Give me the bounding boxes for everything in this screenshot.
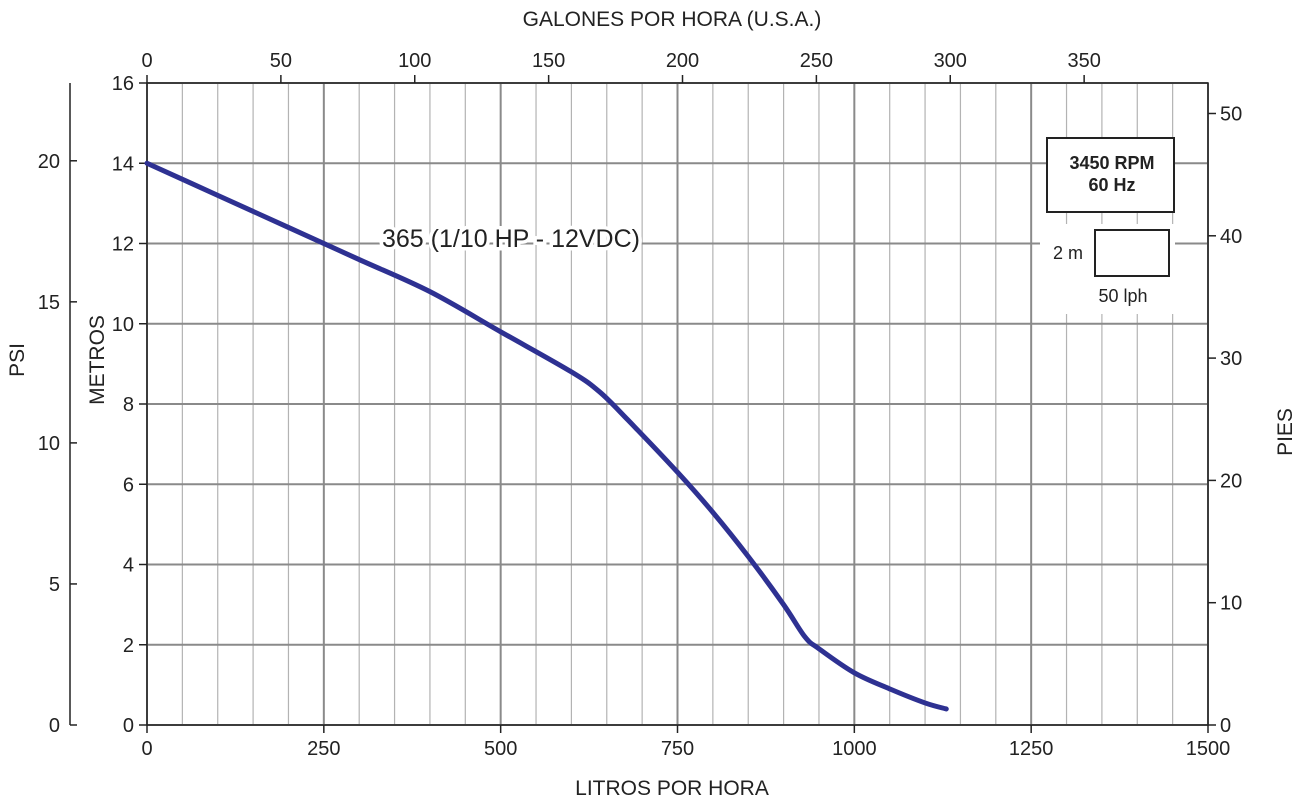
x2-tick-label: 50 <box>270 50 292 72</box>
y-tick-label: 0 <box>123 715 134 737</box>
x2-tick-label: 0 <box>141 50 152 72</box>
x-tick-label: 0 <box>141 738 152 760</box>
y3-tick-label: 20 <box>38 151 60 173</box>
x-tick-label: 500 <box>484 738 517 760</box>
y2-axis-title: PIES <box>1274 408 1297 456</box>
y-tick-label: 8 <box>123 394 134 416</box>
x2-tick-label: 350 <box>1067 50 1100 72</box>
y-axis-title: METROS <box>86 315 109 405</box>
scale-legend: 2 m 50 lph <box>1040 224 1175 314</box>
x2-tick-label: 250 <box>800 50 833 72</box>
x-tick-label: 1000 <box>832 738 877 760</box>
y2-tick-label: 10 <box>1220 593 1242 615</box>
scale-y-label: 2 m <box>1053 243 1083 263</box>
speed-box: 3450 RPM 60 Hz <box>1046 137 1175 213</box>
y3-axis-title: PSI <box>6 343 29 377</box>
y-tick-label: 6 <box>123 474 134 496</box>
y3-tick-label: 15 <box>38 292 60 314</box>
y-tick-label: 4 <box>123 555 134 577</box>
x-tick-label: 250 <box>307 738 340 760</box>
y3-tick-label: 0 <box>49 715 60 737</box>
y-tick-label: 2 <box>123 635 134 657</box>
series-layer <box>144 160 949 712</box>
x2-tick-label: 150 <box>532 50 565 72</box>
y2-tick-label: 0 <box>1220 715 1231 737</box>
x-tick-label: 1500 <box>1186 738 1231 760</box>
y-tick-label: 10 <box>112 314 134 336</box>
x-tick-label: 750 <box>661 738 694 760</box>
x-axis-title: LITROS POR HORA <box>575 777 769 800</box>
scale-x-label: 50 lph <box>1098 286 1147 306</box>
axes <box>69 75 1216 733</box>
x2-axis-title: GALONES POR HORA (U.S.A.) <box>523 8 822 31</box>
y2-tick-label: 50 <box>1220 103 1242 125</box>
curve-label: 365 (1/10 HP - 12VDC) <box>382 225 640 253</box>
y2-tick-label: 30 <box>1220 348 1242 370</box>
x-tick-label: 1250 <box>1009 738 1054 760</box>
y-tick-label: 12 <box>112 234 134 256</box>
series-line <box>144 160 949 712</box>
x2-tick-label: 200 <box>666 50 699 72</box>
speed-rpm: 3450 RPM <box>1069 153 1154 173</box>
x2-tick-label: 300 <box>934 50 967 72</box>
y3-tick-label: 10 <box>38 433 60 455</box>
y-tick-label: 16 <box>112 73 134 95</box>
scale-box <box>1094 229 1170 277</box>
y3-tick-label: 5 <box>49 574 60 596</box>
y-tick-label: 14 <box>112 153 134 175</box>
x2-tick-label: 100 <box>398 50 431 72</box>
speed-hz: 60 Hz <box>1088 175 1135 195</box>
y2-tick-label: 20 <box>1220 470 1242 492</box>
y2-tick-label: 40 <box>1220 226 1242 248</box>
speed-box-frame <box>1046 137 1175 213</box>
